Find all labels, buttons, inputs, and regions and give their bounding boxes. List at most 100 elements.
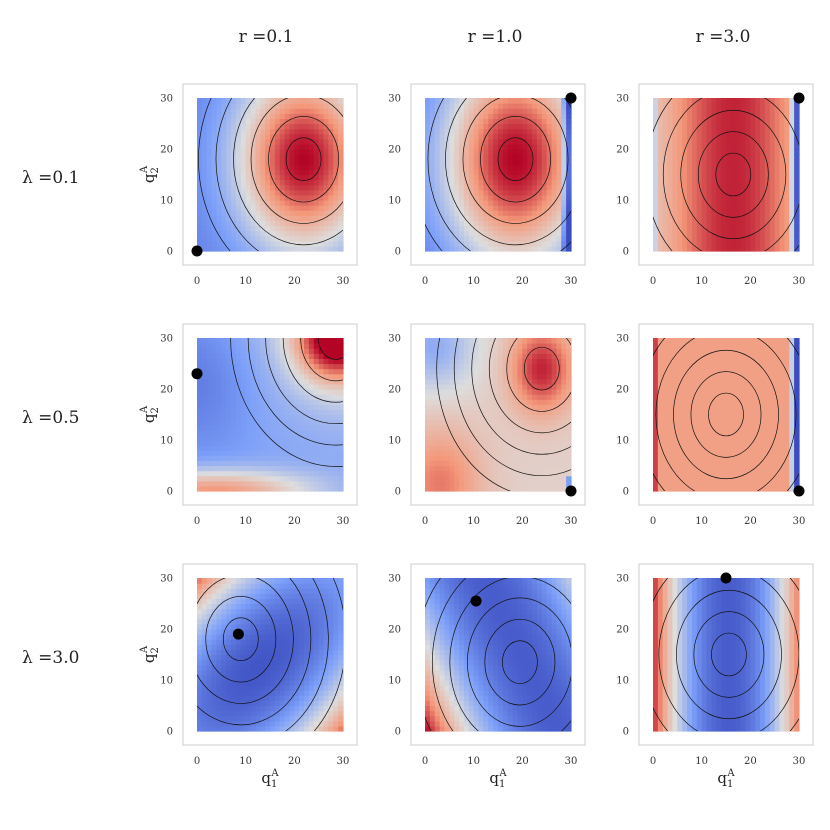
heatmap-cell xyxy=(745,189,751,196)
heatmap-cell xyxy=(706,460,712,467)
heatmap-cell xyxy=(245,378,252,385)
heatmap-cell xyxy=(459,174,465,181)
heatmap-cell xyxy=(566,220,572,227)
heatmap-cell xyxy=(711,189,717,196)
heatmap-cell xyxy=(536,445,543,451)
heatmap-cell xyxy=(493,230,499,237)
heatmap-cell xyxy=(449,394,455,400)
heatmap-cell xyxy=(468,240,475,247)
heatmap-cell xyxy=(221,368,227,375)
heatmap-cell xyxy=(284,123,291,130)
heatmap-cell xyxy=(289,373,295,380)
heatmap-cell xyxy=(682,394,688,400)
heatmap-cell xyxy=(323,399,329,405)
heatmap-cell xyxy=(289,159,295,165)
heatmap-cell xyxy=(667,230,674,237)
heatmap-cell xyxy=(235,240,242,247)
heatmap-cell xyxy=(459,194,465,201)
heatmap-cell xyxy=(536,419,543,426)
heatmap-cell xyxy=(425,143,431,150)
heatmap-cell xyxy=(527,394,533,400)
heatmap-cell xyxy=(206,348,213,354)
heatmap-cell xyxy=(201,194,208,201)
heatmap-cell xyxy=(429,200,436,206)
heatmap-cell xyxy=(274,343,281,349)
heatmap-cell xyxy=(459,245,465,252)
heatmap-cell xyxy=(687,470,693,477)
heatmap-cell xyxy=(255,98,261,104)
contour-line xyxy=(453,338,571,477)
heatmap-cell xyxy=(231,220,237,227)
heatmap-cell xyxy=(493,480,499,487)
heatmap-cell xyxy=(687,404,693,410)
heatmap-cell xyxy=(522,429,528,436)
heatmap-cell xyxy=(255,179,261,186)
heatmap-cell xyxy=(711,220,717,227)
heatmap-cell xyxy=(745,194,751,201)
heatmap-cell xyxy=(478,455,484,461)
heatmap-cell xyxy=(265,200,271,206)
heatmap-cell xyxy=(338,143,344,150)
heatmap-cell xyxy=(784,205,790,211)
heatmap-cell xyxy=(653,450,659,456)
heatmap-cell xyxy=(468,358,475,365)
heatmap-cell xyxy=(493,450,499,456)
heatmap-cell xyxy=(532,470,538,477)
heatmap-cell xyxy=(522,348,528,354)
heatmap-cell xyxy=(794,159,800,165)
heatmap-cell xyxy=(245,389,252,395)
heatmap-cell xyxy=(711,419,717,426)
heatmap-cell xyxy=(483,200,489,206)
heatmap-cell xyxy=(221,200,227,206)
heatmap-cell xyxy=(784,200,790,206)
heatmap-cell xyxy=(221,470,227,477)
heatmap-cell xyxy=(338,378,344,385)
heatmap-cell xyxy=(231,138,237,145)
heatmap-cell xyxy=(425,343,431,349)
heatmap-cell xyxy=(517,184,523,191)
heatmap-cell xyxy=(711,133,717,140)
heatmap-cell xyxy=(561,394,567,400)
heatmap-cell xyxy=(449,159,455,165)
heatmap-cell xyxy=(691,133,698,140)
heatmap-cell xyxy=(265,465,271,472)
heatmap-cell xyxy=(566,450,572,456)
heatmap-cell xyxy=(745,245,751,252)
heatmap-cell xyxy=(556,460,562,467)
heatmap-cell xyxy=(502,470,509,477)
heatmap-cell xyxy=(517,128,523,135)
heatmap-cell xyxy=(221,108,227,114)
heatmap-cell xyxy=(517,480,523,487)
heatmap-cell xyxy=(483,189,489,196)
heatmap-cell xyxy=(323,455,329,461)
heatmap-cell xyxy=(274,348,281,354)
heatmap-cell xyxy=(313,174,320,181)
heatmap-cell xyxy=(687,394,693,400)
heatmap-cell xyxy=(333,149,339,155)
heatmap-cell xyxy=(657,200,664,206)
heatmap-cell xyxy=(323,103,329,109)
heatmap-cell xyxy=(706,378,712,385)
heatmap-cell xyxy=(488,338,494,344)
heatmap-cell xyxy=(468,225,475,232)
heatmap-cell xyxy=(468,220,475,227)
heatmap-cell xyxy=(677,225,683,232)
heatmap-cell xyxy=(308,373,315,380)
heatmap-cell xyxy=(551,460,557,467)
heatmap-cell xyxy=(784,143,790,150)
heatmap-cell xyxy=(235,404,242,410)
heatmap-cell xyxy=(201,378,208,385)
heatmap-cell xyxy=(527,480,533,487)
heatmap-cell xyxy=(255,143,261,150)
heatmap-cell xyxy=(308,123,315,130)
heatmap-cell xyxy=(265,424,271,431)
heatmap-cell xyxy=(561,240,567,247)
heatmap-cell xyxy=(221,338,227,344)
heatmap-cell xyxy=(488,404,494,410)
heatmap-cell xyxy=(221,210,227,216)
heatmap-cell xyxy=(211,465,218,472)
heatmap-cell xyxy=(701,138,708,145)
heatmap-cell xyxy=(318,485,325,492)
heatmap-cell xyxy=(304,210,310,216)
